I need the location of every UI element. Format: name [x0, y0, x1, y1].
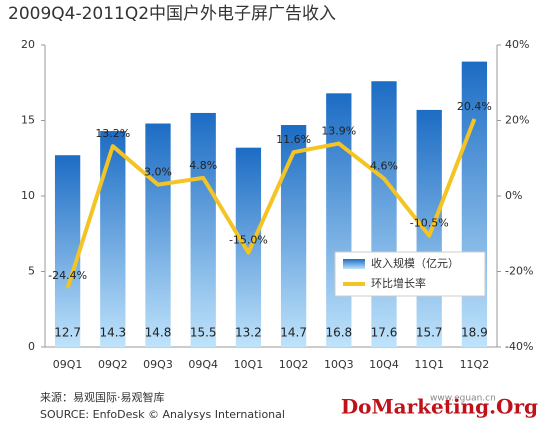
x-tick-label: 09Q1 — [53, 358, 83, 371]
bar — [190, 112, 216, 347]
y2-tick-label: 0% — [505, 189, 522, 202]
x-tick-label: 09Q2 — [98, 358, 128, 371]
x-tick-label: 11Q1 — [414, 358, 444, 371]
x-tick-label: 10Q1 — [234, 358, 264, 371]
x-tick-label: 11Q2 — [460, 358, 490, 371]
bar — [416, 109, 442, 348]
bar — [461, 61, 488, 348]
y-tick-label: 5 — [28, 265, 35, 278]
bar-value-label: 14.3 — [99, 326, 126, 340]
bar-value-label: 14.7 — [280, 326, 307, 340]
bar — [54, 155, 81, 347]
source-en: SOURCE: EnfoDesk © Analysys Internationa… — [40, 408, 285, 421]
bar-value-label: 14.8 — [145, 326, 172, 340]
bar — [235, 147, 262, 347]
y-tick-label: 15 — [21, 114, 35, 127]
line — [65, 118, 477, 289]
bar-value-label: 16.8 — [325, 326, 352, 340]
y2-tick-label: 40% — [505, 38, 529, 51]
y-tick-label: 20 — [21, 38, 35, 51]
line-value-label: 13.2% — [95, 127, 130, 140]
legend-swatch — [343, 259, 365, 269]
x-tick-label: 10Q2 — [279, 358, 309, 371]
x-tick-label: 10Q4 — [369, 358, 399, 371]
line-value-label: 3.0% — [144, 166, 172, 179]
chart-title: 2009Q4-2011Q2中国户外电子屏广告收入 — [8, 4, 336, 24]
line-value-label: -10.5% — [410, 217, 449, 230]
bar — [280, 125, 307, 347]
bar — [100, 131, 126, 347]
bar-value-label: 13.2 — [235, 326, 262, 340]
line-value-label: 11.6% — [276, 133, 311, 146]
watermark: DoMarketing.Org — [341, 395, 538, 419]
y2-tick-label: -20% — [505, 265, 533, 278]
y2-tick-label: -40% — [505, 340, 533, 353]
line-value-label: 20.4% — [457, 100, 492, 113]
line-value-label: -24.4% — [48, 269, 87, 282]
y-tick-label: 0 — [28, 340, 35, 353]
line-value-label: 4.6% — [370, 160, 398, 173]
line-value-label: 13.9% — [321, 125, 356, 138]
bar — [371, 81, 397, 348]
bar-value-label: 17.6 — [371, 326, 398, 340]
bar-value-label: 12.7 — [54, 326, 81, 340]
x-tick-label: 09Q4 — [188, 358, 218, 371]
bar-value-label: 18.9 — [461, 326, 488, 340]
legend-label: 收入规模（亿元） — [371, 256, 459, 270]
site: www.eguan.cn — [430, 394, 496, 404]
bar-value-label: 15.7 — [416, 326, 443, 340]
y2-tick-label: 20% — [505, 114, 529, 127]
legend-label: 环比增长率 — [371, 276, 426, 290]
source-cn: 来源：易观国际·易观智库 — [40, 390, 165, 404]
x-tick-label: 10Q3 — [324, 358, 354, 371]
bar-value-label: 15.5 — [190, 326, 217, 340]
line-value-label: 4.8% — [189, 159, 217, 172]
x-tick-label: 09Q3 — [143, 358, 173, 371]
bar — [145, 123, 171, 348]
line-value-label: -15.0% — [229, 234, 268, 247]
bar — [326, 93, 352, 347]
y-tick-label: 10 — [21, 189, 35, 202]
